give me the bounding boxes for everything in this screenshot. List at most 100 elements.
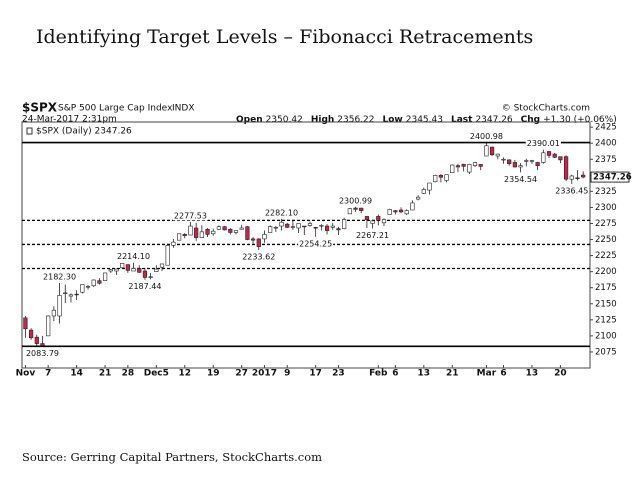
candle-body [421, 189, 426, 194]
candle-body [262, 234, 267, 240]
y-tick-label: 2275 [595, 219, 617, 229]
candle-body [507, 159, 512, 165]
annotation-bg [241, 252, 277, 262]
index-name: S&P 500 Large Cap Index [58, 104, 173, 114]
candle-body [495, 153, 500, 157]
candle-body [563, 156, 569, 180]
candle-body [319, 225, 324, 227]
y-tick-label: 2325 [595, 187, 617, 197]
candle-body [165, 245, 170, 266]
y-tick-label: 2200 [595, 267, 617, 277]
candle-body [34, 336, 39, 344]
candle-body [97, 280, 102, 284]
y-tick-label: 2075 [595, 347, 617, 357]
annotation: 2282.10 [265, 208, 298, 217]
quote-value: 2356.22 [337, 115, 374, 125]
candle-body [120, 263, 125, 269]
candle-body [131, 268, 136, 272]
annotation: 2300.99 [339, 196, 372, 205]
candle-body [501, 158, 506, 161]
candle-body [256, 238, 261, 247]
annotation-bg [525, 139, 561, 149]
candle-body [512, 162, 517, 168]
candle-body [46, 315, 51, 337]
quote-label: High [311, 115, 334, 125]
candle-body [307, 223, 313, 226]
candle-body [137, 268, 142, 273]
x-tick-label: Dec5 [144, 369, 169, 379]
candle-body [51, 309, 56, 317]
y-tick-label: 2125 [595, 315, 617, 325]
candle-body [370, 220, 375, 224]
candle-body [546, 151, 552, 156]
candle-body [461, 164, 466, 167]
x-tick-label: 9 [284, 369, 290, 379]
legend: $SPX (Daily) 2347.26 [36, 127, 132, 137]
x-tick-label: 13 [526, 369, 539, 379]
annotation: 2336.45 [555, 187, 588, 196]
candle-body [159, 263, 165, 268]
candle-body [416, 196, 421, 200]
candle-body [393, 210, 398, 213]
x-tick-label: 21 [99, 369, 112, 379]
y-tick-label: 2375 [595, 155, 617, 165]
candle-body [490, 146, 495, 156]
annotation: 2233.62 [242, 253, 275, 262]
candle-body [171, 241, 176, 246]
candle-body [581, 174, 586, 178]
candle-body [279, 221, 284, 227]
annotation: 2267.21 [356, 231, 389, 240]
annotation-bg [172, 211, 209, 221]
candle-body [342, 219, 347, 229]
quote-label: Open [236, 115, 263, 125]
x-tick-label: 14 [70, 369, 83, 379]
annotation-bg [298, 239, 334, 249]
annotation-bg [263, 208, 300, 218]
candle-body [29, 329, 34, 339]
annotation: 2277.53 [174, 211, 207, 220]
x-tick-label: Feb [369, 369, 388, 379]
candle-body [433, 175, 438, 183]
candle-body [364, 216, 369, 220]
y-tick-label: 2250 [595, 235, 617, 245]
candle-body [40, 343, 45, 346]
quote-value: 2347.26 [475, 115, 512, 125]
candle-body [478, 164, 483, 167]
candle-body [336, 228, 341, 231]
candle-body [273, 227, 278, 229]
candle-body [142, 270, 148, 278]
candle-body [410, 202, 415, 211]
candle-body [85, 286, 91, 288]
candle-body [518, 165, 523, 168]
quote-label: Low [383, 115, 403, 125]
candle-body [68, 294, 74, 297]
candle-body [455, 165, 461, 168]
x-tick-label: 21 [446, 369, 459, 379]
candle-body [450, 164, 455, 174]
candle-body [381, 219, 387, 224]
candle-body [222, 226, 227, 231]
candle-body [302, 225, 307, 228]
candle-body [211, 230, 216, 235]
annotation-bg [503, 174, 539, 184]
annotation-bg [24, 348, 61, 358]
annotation: 2083.79 [26, 349, 59, 358]
candle-body [330, 225, 335, 228]
candle-body [285, 223, 290, 228]
y-tick-label: 2150 [595, 299, 617, 309]
candle-body [444, 174, 449, 181]
candle-body [347, 208, 352, 215]
credit: © StockCharts.com [502, 104, 590, 114]
annotation: 2254.25 [299, 239, 332, 248]
candle-body [125, 264, 130, 271]
y-tick-label: 2225 [595, 251, 617, 261]
candle-body [575, 177, 580, 179]
annotation-bg [127, 282, 163, 292]
annotation-bg [468, 132, 504, 142]
exchange: INDX [172, 104, 194, 114]
x-tick-label: 28 [122, 369, 135, 379]
x-tick-label: 17 [309, 369, 322, 379]
candle-body [176, 233, 182, 241]
candle-body [467, 164, 472, 173]
